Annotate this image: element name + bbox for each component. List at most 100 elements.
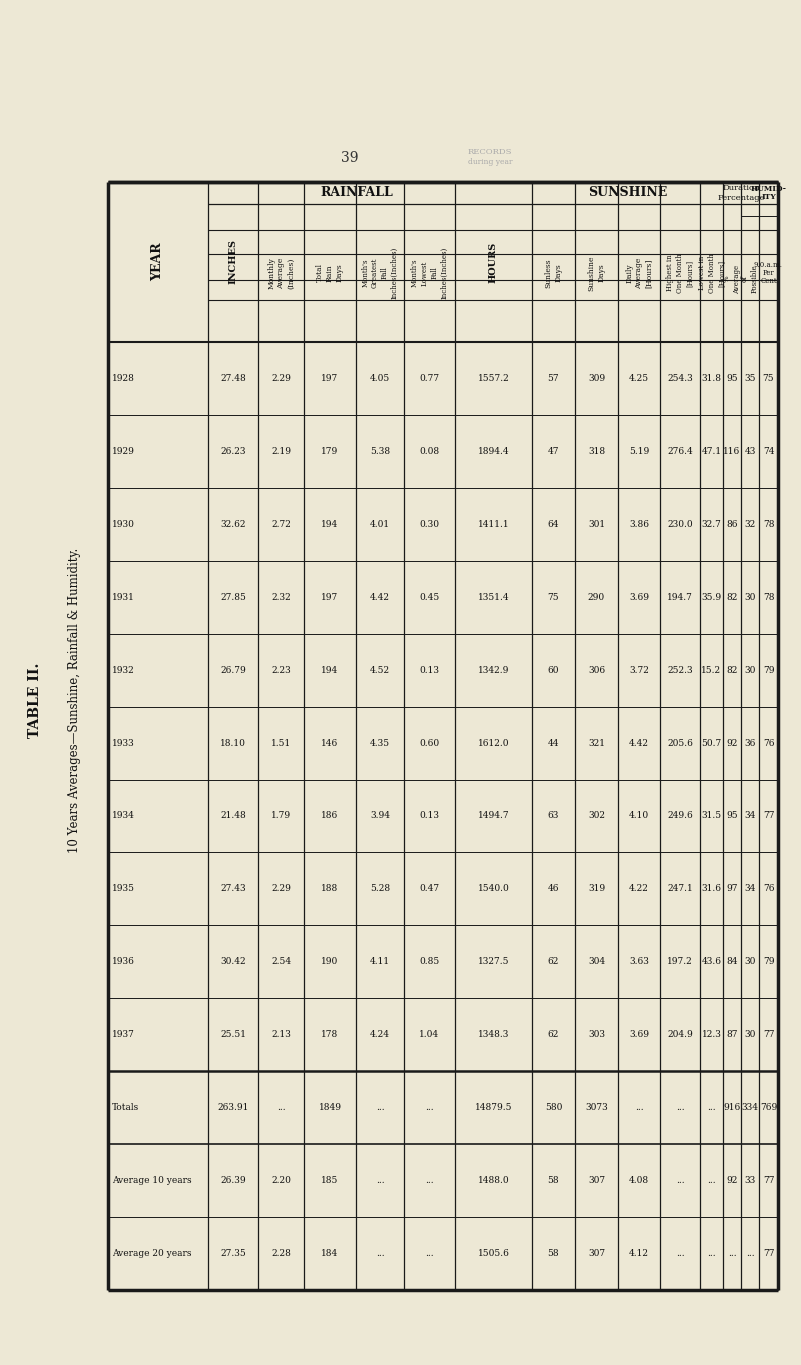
Text: 276.4: 276.4: [667, 446, 693, 456]
Text: 74: 74: [763, 446, 775, 456]
Text: 1931: 1931: [112, 592, 135, 602]
Text: ...: ...: [676, 1103, 684, 1112]
Text: 194.7: 194.7: [667, 592, 693, 602]
Text: 197: 197: [321, 592, 339, 602]
Text: 4.12: 4.12: [629, 1249, 649, 1259]
Text: ...: ...: [707, 1177, 716, 1185]
Text: 63: 63: [548, 812, 559, 820]
Text: RECORDS: RECORDS: [468, 147, 513, 156]
Text: 27.48: 27.48: [220, 374, 246, 384]
Text: 309: 309: [588, 374, 605, 384]
Text: 194: 194: [321, 666, 339, 674]
Text: 84: 84: [727, 957, 738, 966]
Text: 92: 92: [727, 1177, 738, 1185]
Text: 34: 34: [744, 885, 755, 894]
Text: 0.13: 0.13: [420, 666, 440, 674]
Text: Lowest in
One Month
[Hours]: Lowest in One Month [Hours]: [698, 253, 725, 293]
Text: 1557.2: 1557.2: [477, 374, 509, 384]
Text: 30: 30: [744, 666, 755, 674]
Text: 916: 916: [723, 1103, 741, 1112]
Text: 57: 57: [548, 374, 559, 384]
Text: 82: 82: [727, 592, 738, 602]
Text: 78: 78: [763, 520, 775, 528]
Text: 97: 97: [727, 885, 738, 894]
Text: 0.85: 0.85: [420, 957, 440, 966]
Text: 1936: 1936: [112, 957, 135, 966]
Text: 4.08: 4.08: [629, 1177, 649, 1185]
Text: 4.42: 4.42: [629, 738, 649, 748]
Text: 36: 36: [744, 738, 755, 748]
Text: 78: 78: [763, 592, 775, 602]
Text: 319: 319: [588, 885, 605, 894]
Text: 254.3: 254.3: [667, 374, 693, 384]
Text: INCHES: INCHES: [228, 239, 238, 284]
Text: ITY: ITY: [761, 192, 776, 201]
Text: 1932: 1932: [112, 666, 135, 674]
Text: 12.3: 12.3: [702, 1031, 722, 1039]
Text: ...: ...: [425, 1103, 434, 1112]
Text: 75: 75: [548, 592, 559, 602]
Text: 77: 77: [763, 812, 775, 820]
Text: 4.01: 4.01: [370, 520, 390, 528]
Text: 34: 34: [744, 812, 755, 820]
Text: 30: 30: [744, 592, 755, 602]
Text: 197: 197: [321, 374, 339, 384]
Text: 194: 194: [321, 520, 339, 528]
Text: 4.11: 4.11: [370, 957, 390, 966]
Text: 1929: 1929: [112, 446, 135, 456]
Text: 185: 185: [321, 1177, 339, 1185]
Text: 4.10: 4.10: [629, 812, 649, 820]
Text: 75: 75: [763, 374, 775, 384]
Text: YEAR: YEAR: [151, 243, 164, 281]
Text: Cent: Cent: [760, 277, 777, 285]
Text: Average 20 years: Average 20 years: [112, 1249, 191, 1259]
Text: 230.0: 230.0: [667, 520, 693, 528]
Text: ...: ...: [376, 1177, 384, 1185]
Text: 303: 303: [588, 1031, 605, 1039]
Text: Sunshine
Days: Sunshine Days: [588, 255, 606, 291]
Text: 77: 77: [763, 1177, 775, 1185]
Text: 0.45: 0.45: [420, 592, 440, 602]
Text: Totals: Totals: [112, 1103, 139, 1112]
Text: 3.86: 3.86: [629, 520, 649, 528]
Text: 47: 47: [548, 446, 559, 456]
Text: 44: 44: [548, 738, 559, 748]
Text: 27.43: 27.43: [220, 885, 246, 894]
Text: 1.79: 1.79: [271, 812, 291, 820]
Text: 30.42: 30.42: [220, 957, 246, 966]
Text: 3073: 3073: [585, 1103, 608, 1112]
Text: 2.29: 2.29: [271, 374, 291, 384]
Text: 1348.3: 1348.3: [478, 1031, 509, 1039]
Text: 3.72: 3.72: [629, 666, 649, 674]
Text: 21.48: 21.48: [220, 812, 246, 820]
Text: ...: ...: [276, 1103, 285, 1112]
Text: 252.3: 252.3: [667, 666, 693, 674]
Text: 31.5: 31.5: [702, 812, 722, 820]
Text: 76: 76: [763, 738, 775, 748]
Text: 43.6: 43.6: [702, 957, 722, 966]
Text: 2.72: 2.72: [271, 520, 291, 528]
Text: 31.6: 31.6: [702, 885, 722, 894]
Text: 15.2: 15.2: [702, 666, 722, 674]
Text: HOURS: HOURS: [489, 242, 498, 283]
Text: 79: 79: [763, 666, 775, 674]
Text: 60: 60: [548, 666, 559, 674]
Text: RAINFALL: RAINFALL: [320, 187, 392, 199]
Text: Highest in
One Month
[Hours]: Highest in One Month [Hours]: [666, 253, 694, 293]
Text: 4.52: 4.52: [370, 666, 390, 674]
Text: Month's
Greatest
Fall
Inches(Inches): Month's Greatest Fall Inches(Inches): [361, 247, 399, 299]
Text: 1928: 1928: [112, 374, 135, 384]
Text: 39: 39: [341, 152, 359, 165]
Text: 0.77: 0.77: [420, 374, 440, 384]
Text: %
Average: % Average: [723, 265, 741, 293]
Text: 146: 146: [321, 738, 339, 748]
Text: 32.7: 32.7: [702, 520, 722, 528]
Text: 14879.5: 14879.5: [475, 1103, 513, 1112]
Text: Per: Per: [763, 269, 775, 277]
Text: 47.1: 47.1: [702, 446, 722, 456]
Text: 4.22: 4.22: [629, 885, 649, 894]
Text: Percentage: Percentage: [717, 194, 765, 202]
Text: 77: 77: [763, 1249, 775, 1259]
Text: 26.39: 26.39: [220, 1177, 246, 1185]
Text: 82: 82: [727, 666, 738, 674]
